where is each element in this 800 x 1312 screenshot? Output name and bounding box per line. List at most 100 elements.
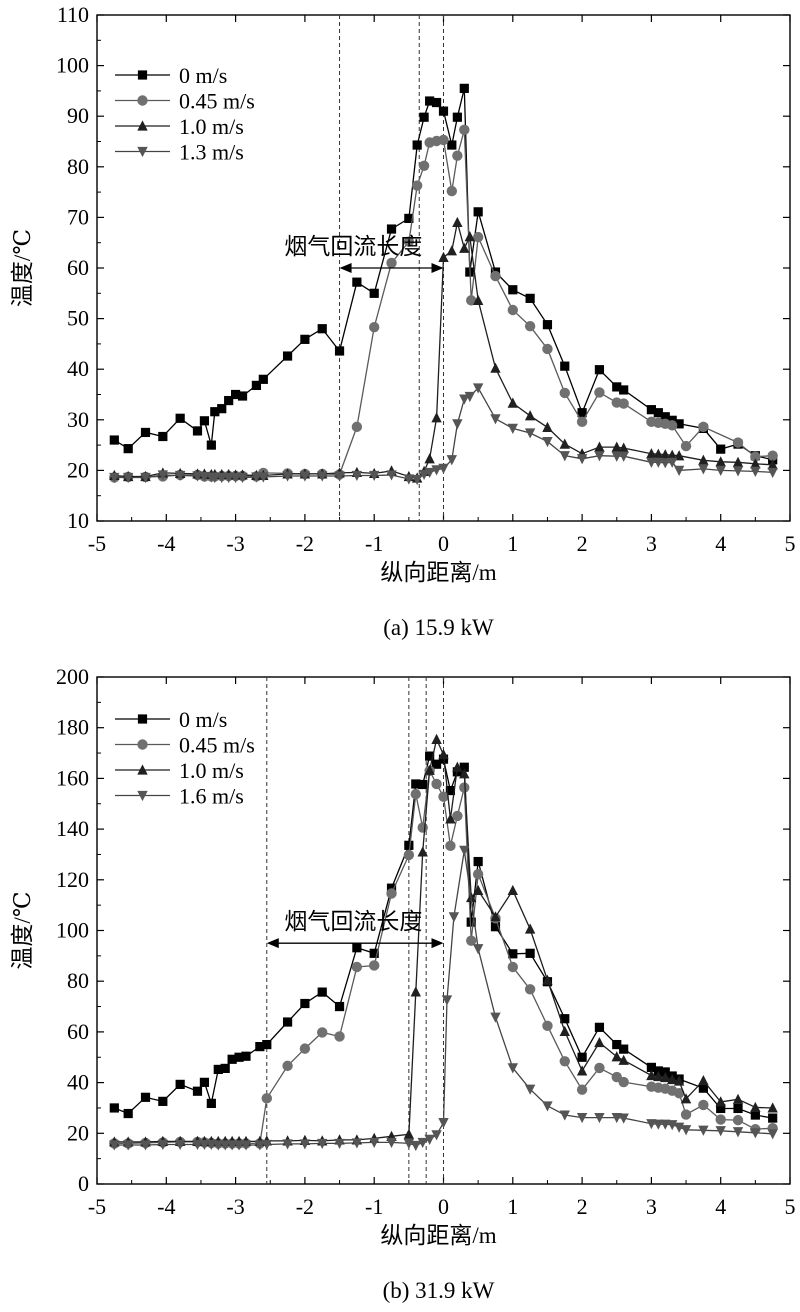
data-point [317,1027,328,1038]
data-point [282,351,293,361]
data-point [424,467,435,479]
y-tick-label: 20 [67,1120,89,1145]
data-point [199,416,210,426]
data-point [542,320,553,330]
x-tick-label: 4 [715,1194,726,1219]
data-point [619,1044,629,1054]
chart-caption: (a) 15.9 kW [383,615,494,640]
data-point [317,1138,328,1150]
data-point [666,457,678,468]
data-point [262,1039,272,1050]
data-point [334,346,345,356]
data-point [431,733,442,744]
legend: 0 m/s0.45 m/s1.0 m/s1.6 m/s [115,707,255,809]
data-point [715,1096,726,1107]
data-point [666,449,678,460]
data-point [472,231,484,243]
data-point [490,911,501,922]
data-point [334,1001,345,1012]
data-point [660,458,671,469]
data-point [524,923,536,934]
data-point [459,762,469,772]
data-point [464,391,476,403]
y-tick-label: 160 [56,765,89,790]
x-tick-label: 1 [507,1194,518,1219]
data-point [459,768,470,779]
data-point [386,470,397,481]
data-point [732,437,744,448]
data-point [459,845,470,856]
data-point [472,884,484,896]
x-tick-label: 2 [577,1194,588,1219]
data-point [524,410,536,421]
data-point [459,242,470,253]
data-point [660,1071,671,1083]
data-point [611,441,622,452]
data-point [174,470,186,482]
data-point [386,883,397,893]
data-point [233,1140,245,1151]
data-point [369,948,379,958]
arrow-head-right [431,263,444,273]
data-point [217,404,227,414]
data-point [206,1098,216,1108]
data-point [411,474,423,486]
data-point [123,444,133,454]
data-point [317,324,327,334]
data-point [174,1139,186,1151]
data-point [490,414,501,425]
data-point [452,761,463,772]
data-point [750,451,761,462]
data-point [213,1064,223,1075]
data-point [175,1079,185,1089]
data-point [594,1022,605,1032]
data-point [438,748,449,760]
data-point [206,1139,217,1151]
data-point [192,426,203,436]
data-point [459,782,470,793]
data-point [410,986,421,997]
legend-marker [137,146,148,158]
data-point [300,998,310,1009]
data-point [750,458,761,469]
data-point [404,840,414,850]
data-point [666,420,678,431]
data-point [446,185,458,197]
chart-caption: (b) 31.9 kW [383,1278,495,1303]
data-point [577,1052,587,1062]
data-point [123,1108,133,1119]
data-point [472,294,484,305]
data-point [109,1103,119,1113]
data-point [466,295,477,306]
data-point [660,1119,671,1130]
data-point [446,455,458,466]
data-point [559,451,570,462]
data-point [750,1101,761,1113]
data-point [282,471,293,482]
x-tick-label: -1 [365,531,383,556]
data-point [403,1128,415,1139]
data-point [216,472,227,484]
data-point [438,791,449,802]
data-point [524,428,536,439]
data-point [410,788,421,800]
data-point [386,888,397,899]
data-point [299,1043,311,1054]
data-point [646,405,656,415]
x-tick-label: -3 [226,531,244,556]
data-point [282,1060,293,1072]
y-tick-label: 50 [67,306,89,331]
chart-2: -5 -4 -3 -2 -1 0 1 2 3 4 5 0 20 40 60 80 100 120 140 160 180… [10,664,796,1303]
data-point [206,440,216,450]
data-point [542,421,553,432]
data-point [576,1084,588,1095]
data-point [459,83,469,93]
data-point [241,1051,251,1061]
legend-label: 0 m/s [179,707,227,732]
data-point [750,466,761,478]
legend-marker [137,790,148,802]
data-point [300,334,310,344]
data-point [698,464,709,475]
data-point [716,444,726,454]
data-point [424,764,435,775]
